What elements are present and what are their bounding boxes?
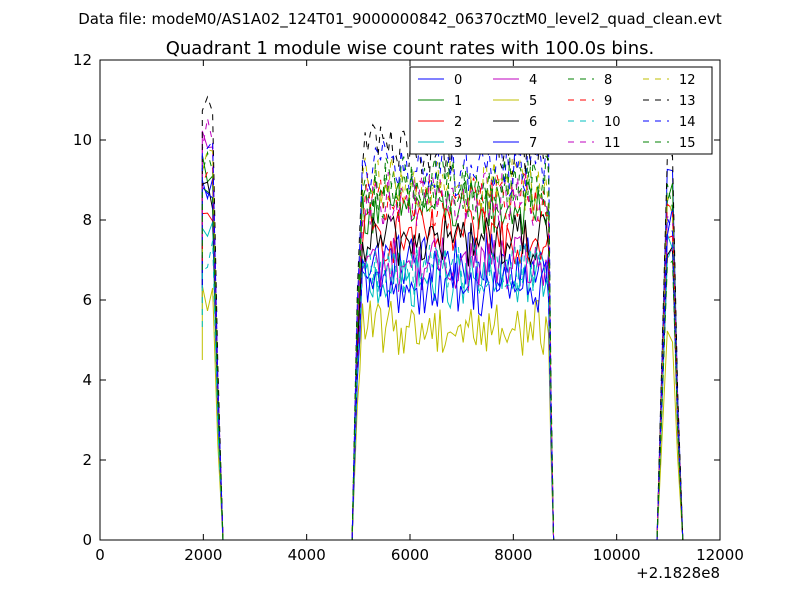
series-line-6 <box>201 181 684 541</box>
series-line-4 <box>201 130 684 541</box>
legend-label-13: 13 <box>679 94 696 109</box>
series-line-0 <box>201 168 684 541</box>
x-tick-label: 0 <box>95 546 105 564</box>
legend-label-3: 3 <box>454 136 462 151</box>
legend-label-5: 5 <box>529 94 537 109</box>
x-tick-label: 2000 <box>184 546 222 564</box>
series-line-12 <box>201 149 684 541</box>
legend-label-1: 1 <box>454 94 462 109</box>
legend-label-4: 4 <box>529 73 537 88</box>
y-tick-label: 10 <box>73 131 92 149</box>
chart-title: Quadrant 1 module wise count rates with … <box>166 38 655 59</box>
x-offset-label: +2.1828e8 <box>636 564 720 582</box>
x-tick-label: 4000 <box>288 546 326 564</box>
legend-label-11: 11 <box>604 136 621 151</box>
series-line-5 <box>201 285 684 541</box>
legend-label-12: 12 <box>679 73 696 88</box>
legend-label-8: 8 <box>604 73 612 88</box>
series-line-10 <box>201 240 684 541</box>
legend-label-2: 2 <box>454 115 462 130</box>
legend-label-0: 0 <box>454 73 462 88</box>
legend-label-7: 7 <box>529 136 537 151</box>
x-tick-label: 10000 <box>593 546 641 564</box>
legend-label-15: 15 <box>679 136 696 151</box>
legend-label-9: 9 <box>604 94 612 109</box>
series-line-15 <box>201 155 684 541</box>
legend-frame <box>409 66 713 155</box>
y-tick-label: 12 <box>73 51 92 69</box>
legend-label-10: 10 <box>604 115 621 130</box>
legend-label-14: 14 <box>679 115 696 130</box>
legend-label-6: 6 <box>529 115 537 130</box>
y-tick-label: 2 <box>82 451 92 469</box>
series-line-11 <box>201 118 684 541</box>
y-tick-label: 8 <box>82 211 92 229</box>
x-tick-label: 8000 <box>494 546 532 564</box>
x-tick-label: 12000 <box>696 546 744 564</box>
x-tick-label: 6000 <box>391 546 429 564</box>
series-line-3 <box>201 221 684 541</box>
y-tick-label: 4 <box>82 371 92 389</box>
y-tick-label: 6 <box>82 291 92 309</box>
y-tick-label: 0 <box>82 531 92 549</box>
data-file-suptitle: Data file: modeM0/AS1A02_124T01_90000008… <box>78 10 722 29</box>
